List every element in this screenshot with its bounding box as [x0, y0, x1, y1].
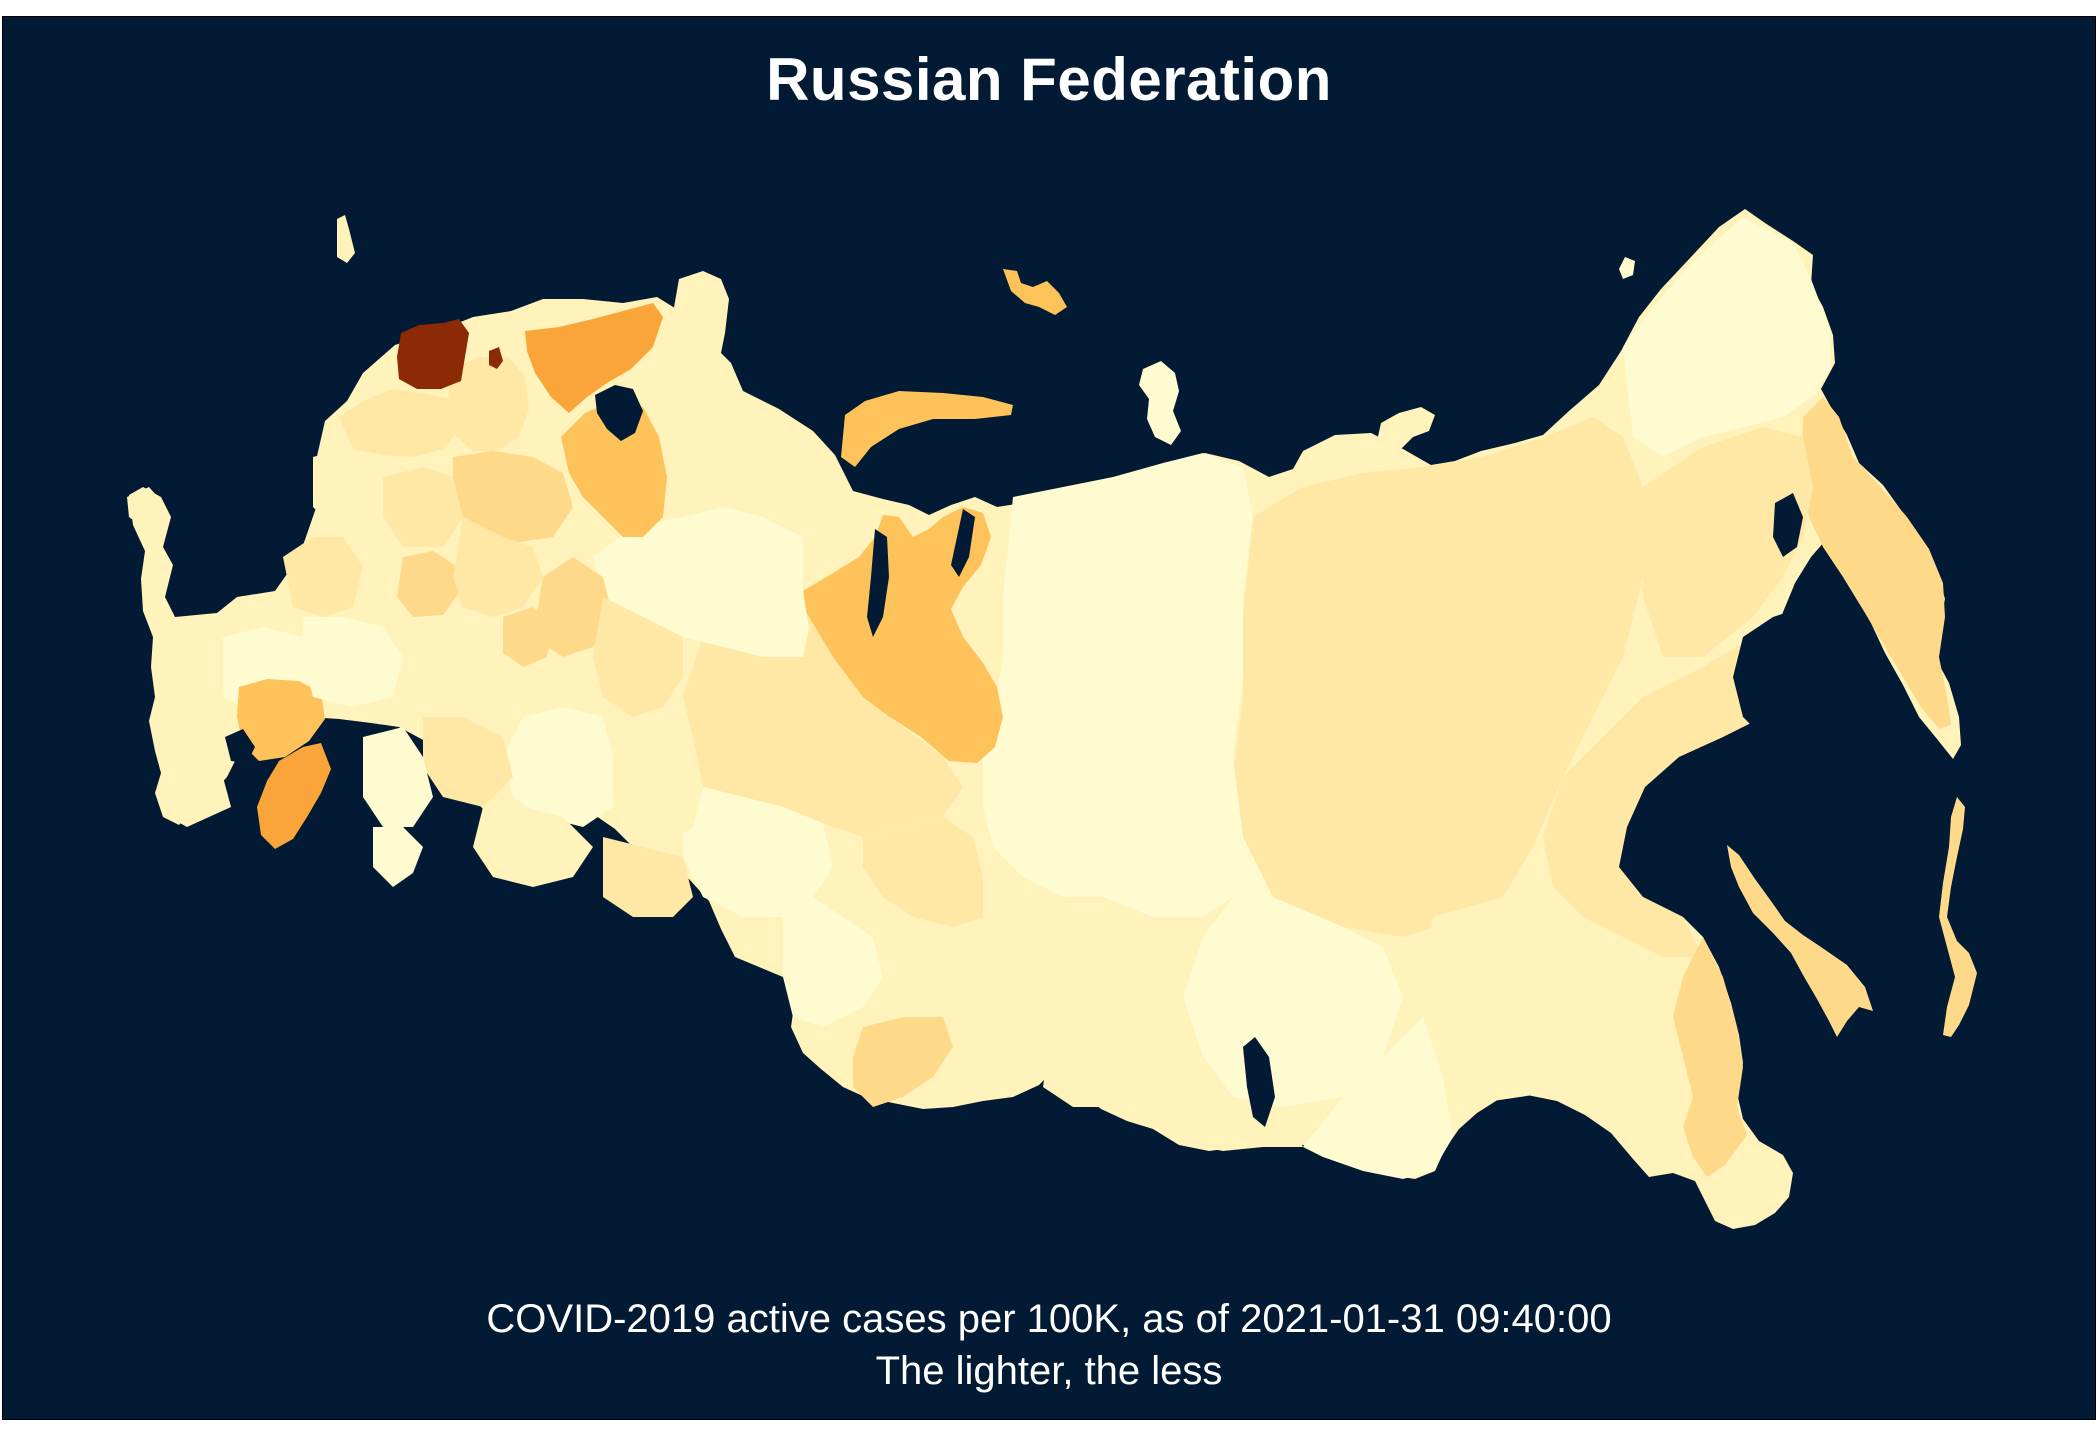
region-zabaykalsky	[1303, 1017, 1453, 1179]
region-murmansk	[525, 303, 663, 413]
region-karelia	[447, 357, 529, 451]
region-orenburg	[473, 807, 593, 887]
region-krasnoyarsk	[983, 453, 1253, 917]
region-komi	[593, 507, 809, 657]
yenisei-gulf	[951, 509, 975, 577]
region-perm	[593, 597, 683, 717]
white-sea	[595, 385, 643, 441]
choropleth-map	[127, 209, 1977, 1229]
region-new-siberian-islands	[1377, 407, 1435, 453]
region-kaliningrad	[127, 487, 163, 529]
region-yakutia	[1233, 417, 1643, 937]
region-volga-orange	[503, 607, 553, 667]
region-rostov	[237, 679, 325, 761]
region-amur	[1423, 887, 1673, 1121]
region-sverdlovsk	[613, 707, 703, 847]
region-kemerovo	[973, 977, 1053, 1077]
region-irkutsk	[1183, 837, 1403, 1107]
region-central-light	[303, 617, 403, 707]
region-severnaya-zemlya	[1139, 361, 1181, 445]
region-vologda	[453, 451, 573, 543]
region-islands-north	[1003, 269, 1067, 315]
map-caption: COVID-2019 active cases per 100K, as of …	[3, 1293, 2095, 1397]
region-kamchatka	[1801, 397, 1951, 729]
region-arkhangelsk	[561, 401, 667, 537]
region-chukotka	[1623, 217, 1831, 457]
region-franz-josef-west	[337, 215, 355, 263]
caption-line-2: The lighter, the less	[875, 1349, 1223, 1393]
region-astrakhan	[373, 827, 423, 887]
region-tver	[383, 467, 463, 547]
lake-baikal	[1243, 1037, 1275, 1127]
region-khanty-mansi	[683, 607, 963, 837]
region-khabarovsk	[1543, 637, 1773, 957]
region-moscow	[397, 551, 459, 617]
region-krasnodar	[257, 743, 331, 849]
region-altai-krai	[853, 1017, 953, 1107]
region-yamalo-nenets	[803, 507, 1003, 763]
region-primorye	[1673, 937, 1747, 1177]
region-smolensk	[283, 537, 363, 617]
region-central-east	[453, 517, 543, 617]
region-kirov	[533, 557, 613, 657]
region-samara	[423, 717, 513, 807]
region-stavropol	[163, 765, 231, 827]
region-chelyabinsk	[603, 837, 693, 917]
region-saratov	[363, 727, 433, 827]
ob-gulf	[867, 529, 889, 637]
sea-of-okhotsk	[1733, 607, 1833, 737]
region-novgorod	[313, 449, 383, 527]
region-leningrad	[339, 389, 459, 457]
caption-line-1: COVID-2019 active cases per 100K, as of …	[486, 1297, 1612, 1341]
region-kuril-islands	[1939, 797, 1977, 1037]
region-magadan	[1643, 427, 1813, 657]
region-dark-small	[489, 347, 503, 369]
region-novosibirsk	[873, 917, 993, 1017]
region-bashkortostan	[503, 707, 613, 827]
map-title: Russian Federation	[766, 46, 1332, 113]
region-novaya-zemlya	[841, 391, 1013, 467]
region-tatarstan	[453, 647, 543, 727]
region-omsk	[783, 897, 883, 1027]
penzhina-bay	[1773, 493, 1803, 557]
region-nenets	[663, 417, 833, 517]
region-tuva	[1043, 1007, 1173, 1107]
map-panel: Russian Federation	[2, 16, 2096, 1420]
region-darkest	[397, 319, 469, 389]
region-tyumen	[683, 787, 833, 917]
region-wrangel	[1619, 257, 1635, 279]
sea-of-azov	[225, 729, 255, 763]
region-sakhalin	[1727, 845, 1873, 1037]
region-tomsk	[863, 817, 983, 927]
